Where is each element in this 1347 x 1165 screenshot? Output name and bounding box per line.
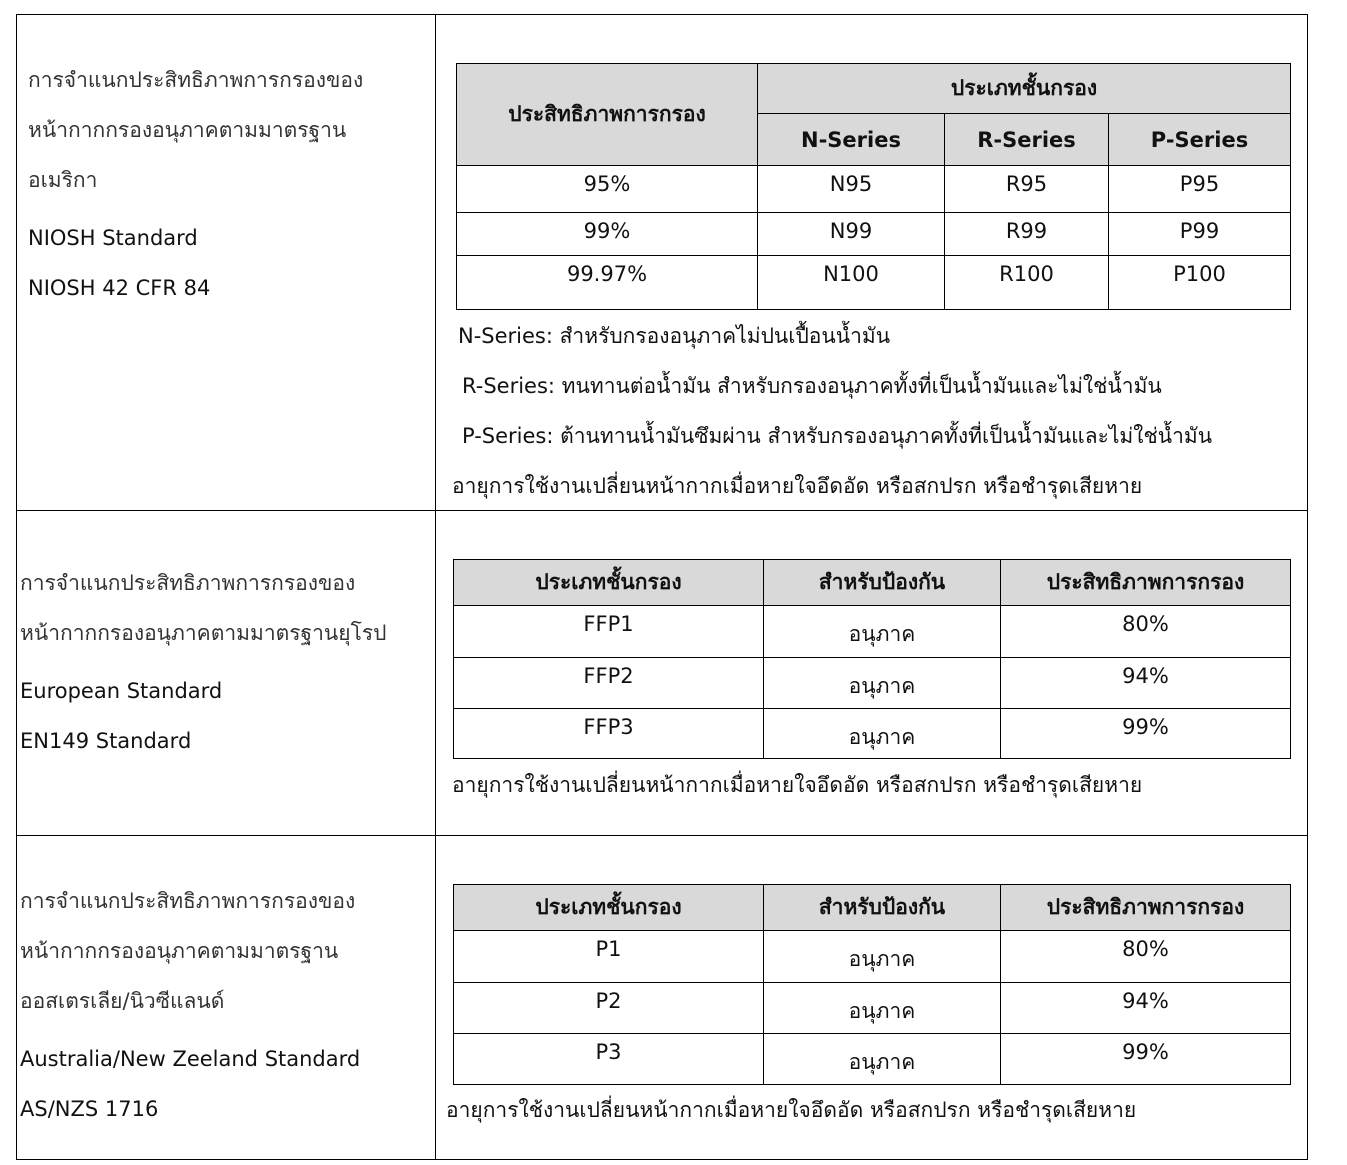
cell: 99.97%	[456, 255, 758, 310]
note-p-series: P-Series: ต้านทานน้ำมันซึมผ่าน สำหรับกรอ…	[462, 424, 1213, 448]
label-line: NIOSH 42 CFR 84	[28, 276, 211, 300]
label-line: อเมริกา	[28, 168, 98, 192]
header-cell: สำหรับป้องกัน	[763, 559, 1001, 606]
table-row: FFP2 อนุภาค 94%	[453, 657, 1291, 709]
note-r-series: R-Series: ทนทานต่อน้ำมัน สำหรับกรองอนุภา…	[462, 374, 1162, 398]
header-group: ประเภทชั้นกรอง	[757, 63, 1291, 114]
cell: R99	[944, 212, 1109, 256]
cell: P99	[1108, 212, 1291, 256]
cell: อนุภาค	[763, 982, 1001, 1034]
cell: P1	[453, 930, 764, 983]
note-lifetime: อายุการใช้งานเปลี่ยนหน้ากากเมื่อหายใจอึด…	[452, 773, 1143, 797]
cell: อนุภาค	[763, 708, 1001, 759]
cell: N95	[757, 165, 945, 213]
cell: P95	[1108, 165, 1291, 213]
label-line: การจำแนกประสิทธิภาพการกรองของ	[20, 889, 356, 913]
en149-table: ประเภทชั้นกรอง สำหรับป้องกัน ประสิทธิภาพกา…	[453, 559, 1291, 759]
header-efficiency: ประสิทธิภาพการกรอง	[456, 63, 758, 166]
label-line: หน้ากากกรองอนุภาคตามมาตรฐานยุโรป	[20, 621, 387, 645]
label-line: การจำแนกประสิทธิภาพการกรองของ	[28, 68, 364, 92]
header-cell: ประสิทธิภาพการกรอง	[1000, 559, 1291, 606]
table-row: P2 อนุภาค 94%	[453, 982, 1291, 1034]
cell: อนุภาค	[763, 930, 1001, 983]
header-cell: ประเภทชั้นกรอง	[453, 559, 764, 606]
table-row: 99.97% N100 R100 P100	[456, 255, 1291, 310]
niosh-table: ประสิทธิภาพการกรอง ประเภทชั้นกรอง N-Serie…	[456, 63, 1291, 310]
cell: FFP1	[453, 605, 764, 658]
column-divider	[435, 14, 436, 1160]
cell: อนุภาค	[763, 605, 1001, 658]
note-n-series: N-Series: สำหรับกรองอนุภาคไม่ปนเปื้อนน้ำ…	[458, 324, 891, 348]
note-lifetime: อายุการใช้งานเปลี่ยนหน้ากากเมื่อหายใจอึด…	[446, 1098, 1137, 1122]
cell: 99%	[1000, 708, 1291, 759]
label-line: ออสเตรเลีย/นิวซีแลนด์	[20, 989, 225, 1013]
row-divider	[16, 835, 1308, 836]
label-line: AS/NZS 1716	[20, 1097, 159, 1121]
table-row: 95% N95 R95 P95	[456, 165, 1291, 213]
cell: R95	[944, 165, 1109, 213]
label-line: NIOSH Standard	[28, 226, 198, 250]
cell: FFP3	[453, 708, 764, 759]
cell: P2	[453, 982, 764, 1034]
header-cell: ประสิทธิภาพการกรอง	[1000, 884, 1291, 931]
label-line: EN149 Standard	[20, 729, 192, 753]
table-row: 99% N99 R99 P99	[456, 212, 1291, 256]
label-line: การจำแนกประสิทธิภาพการกรองของ	[20, 571, 356, 595]
header-cell: ประเภทชั้นกรอง	[453, 884, 764, 931]
label-line: Australia/New Zeeland Standard	[20, 1047, 361, 1071]
header-n: N-Series	[757, 113, 945, 166]
cell: 94%	[1000, 657, 1291, 709]
header-cell: สำหรับป้องกัน	[763, 884, 1001, 931]
cell: R100	[944, 255, 1109, 310]
cell: อนุภาค	[763, 1033, 1001, 1085]
cell: 99%	[1000, 1033, 1291, 1085]
table-row: FFP3 อนุภาค 99%	[453, 708, 1291, 759]
label-line: หน้ากากกรองอนุภาคตามมาตรฐาน	[28, 118, 347, 142]
cell: N100	[757, 255, 945, 310]
cell: 80%	[1000, 605, 1291, 658]
cell: P3	[453, 1033, 764, 1085]
cell: 95%	[456, 165, 758, 213]
cell: 94%	[1000, 982, 1291, 1034]
asnzs-table: ประเภทชั้นกรอง สำหรับป้องกัน ประสิทธิภาพกา…	[453, 884, 1291, 1085]
cell: P100	[1108, 255, 1291, 310]
outer-table	[16, 14, 1308, 1160]
cell: FFP2	[453, 657, 764, 709]
note-lifetime: อายุการใช้งานเปลี่ยนหน้ากากเมื่อหายใจอึด…	[452, 474, 1143, 498]
cell: อนุภาค	[763, 657, 1001, 709]
label-line: European Standard	[20, 679, 223, 703]
cell: 99%	[456, 212, 758, 256]
cell: N99	[757, 212, 945, 256]
table-row: P1 อนุภาค 80%	[453, 930, 1291, 983]
cell: 80%	[1000, 930, 1291, 983]
label-line: หน้ากากกรองอนุภาคตามมาตรฐาน	[20, 939, 339, 963]
row-divider	[16, 510, 1308, 511]
header-r: R-Series	[944, 113, 1109, 166]
table-row: FFP1 อนุภาค 80%	[453, 605, 1291, 658]
header-p: P-Series	[1108, 113, 1291, 166]
table-row: P3 อนุภาค 99%	[453, 1033, 1291, 1085]
